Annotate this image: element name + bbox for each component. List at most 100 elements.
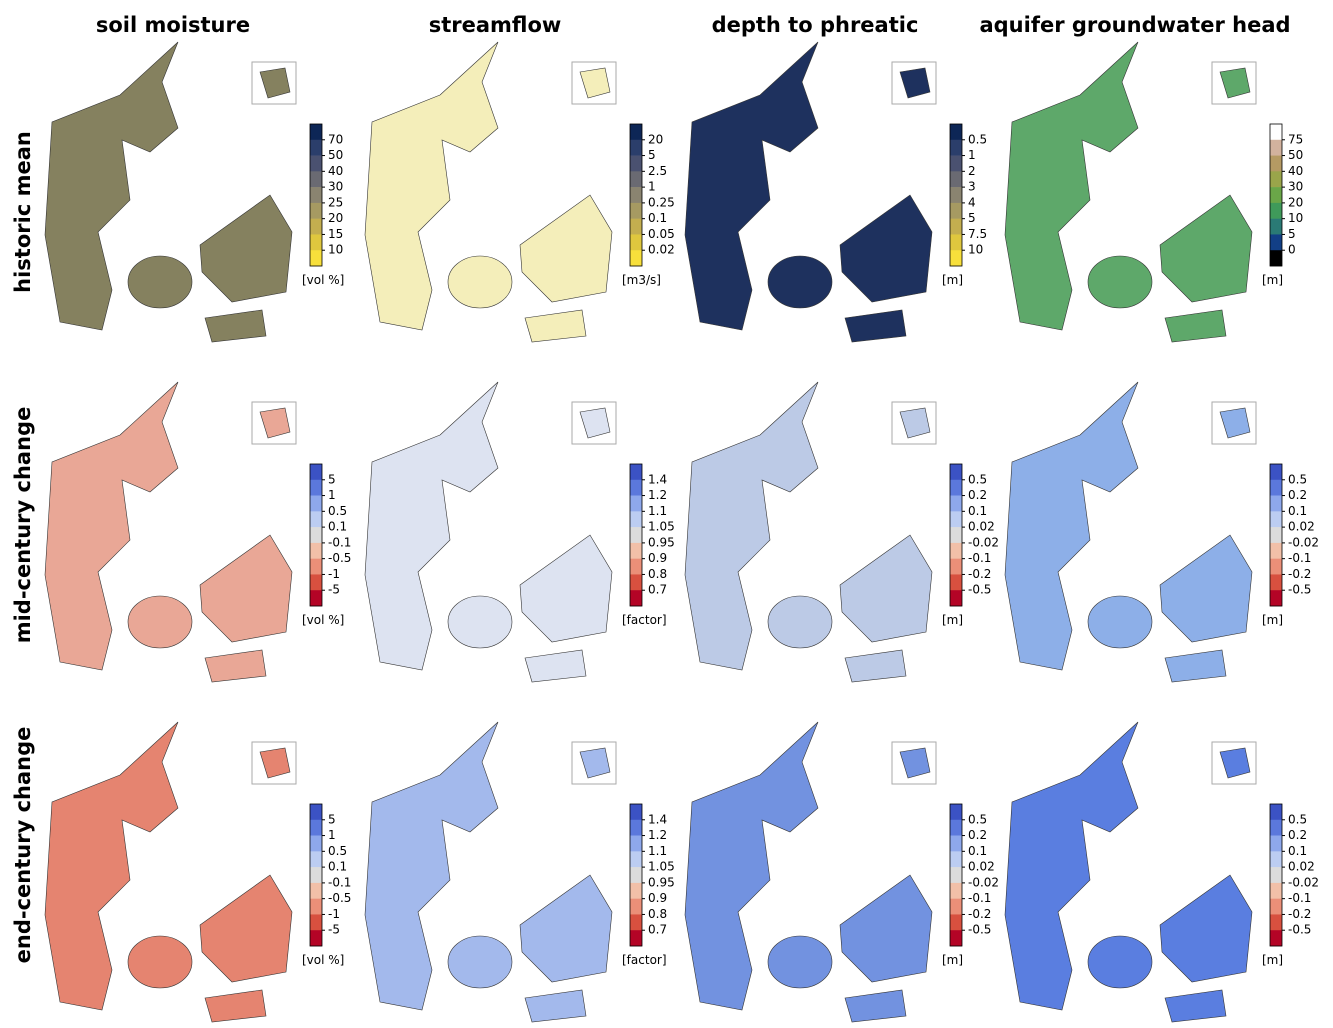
colorbar-band <box>310 914 322 931</box>
inset-box <box>1211 401 1257 445</box>
bornholm <box>899 407 931 439</box>
colorbar-tick-label: 0.1 <box>1288 844 1307 858</box>
column-title: aquifer groundwater head <box>979 13 1290 37</box>
colorbar-band <box>1270 819 1282 836</box>
funen <box>767 935 833 989</box>
colorbar-tick-label: 15 <box>328 227 343 241</box>
colorbar-band <box>630 464 642 481</box>
colorbar-tick-label: 0.02 <box>968 520 995 534</box>
colorbar-band <box>630 511 642 528</box>
colorbar-tick-label: 10 <box>328 243 343 257</box>
colorbar-band <box>1270 527 1282 544</box>
lolland <box>844 649 907 683</box>
zealand <box>199 534 293 643</box>
jutland <box>364 381 499 671</box>
inset-box <box>891 61 937 105</box>
colorbar-band <box>630 171 642 188</box>
inset-box <box>251 741 297 785</box>
colorbar-tick-label: 0.9 <box>648 551 667 565</box>
funen <box>767 255 833 309</box>
colorbar-tick-label: -0.02 <box>968 535 999 549</box>
lolland <box>1164 989 1227 1023</box>
bornholm <box>259 407 291 439</box>
bornholm <box>899 747 931 779</box>
colorbar-tick-label: 1 <box>968 148 976 162</box>
colorbar-tick-label: -0.5 <box>968 583 991 597</box>
colorbar-band <box>310 171 322 188</box>
colorbar-frame <box>949 803 963 947</box>
panel: 5 1 0.5 0.1-0.1 -0.5 -1 -5 [vol %] <box>44 721 351 1023</box>
jutland <box>1004 41 1139 331</box>
colorbar-tick-label: 5 <box>648 148 656 162</box>
colorbar-tick-label: 0.05 <box>648 227 675 241</box>
colorbar-tick-label: 1.2 <box>648 828 667 842</box>
funen <box>1087 595 1153 649</box>
colorbar-tick-label: 75 <box>1288 132 1303 146</box>
colorbar-tick-label: 0.2 <box>968 828 987 842</box>
funen <box>447 595 513 649</box>
colorbar-tick-label: 0.2 <box>1288 488 1307 502</box>
colorbar-band <box>950 495 962 512</box>
lolland <box>1164 649 1227 683</box>
colorbar-band <box>630 804 642 821</box>
colorbar-tick-label: 0.8 <box>648 567 667 581</box>
column-title: soil moisture <box>96 13 250 37</box>
jutland <box>44 41 179 331</box>
colorbar-tick-label: 1.05 <box>648 860 675 874</box>
colorbar-band <box>1270 464 1282 481</box>
zealand <box>519 534 613 643</box>
colorbar-frame <box>949 123 963 267</box>
map <box>684 381 933 683</box>
colorbar-band <box>950 479 962 496</box>
colorbar-tick-label: -0.02 <box>968 875 999 889</box>
colorbar-band <box>1270 898 1282 915</box>
bornholm <box>899 67 931 99</box>
colorbar-tick-label: -0.1 <box>328 535 351 549</box>
map <box>1004 721 1253 1023</box>
inset-box <box>251 401 297 445</box>
colorbar-band <box>1270 574 1282 591</box>
colorbar-band <box>950 202 962 219</box>
map <box>1004 381 1253 683</box>
funen <box>127 935 193 989</box>
colorbar-band <box>950 155 962 172</box>
colorbar-band <box>310 542 322 559</box>
colorbar-band <box>950 139 962 156</box>
colorbar-band <box>950 867 962 884</box>
colorbar-band <box>630 930 642 947</box>
colorbar-band <box>950 250 962 267</box>
jutland <box>684 381 819 671</box>
colorbar-band <box>310 250 322 267</box>
inset-box <box>891 741 937 785</box>
colorbar-frame <box>629 123 643 267</box>
colorbar-band <box>630 527 642 544</box>
colorbar-band <box>630 867 642 884</box>
colorbar-band <box>1270 511 1282 528</box>
map <box>44 721 293 1023</box>
colorbar-tick-label: 0.1 <box>648 211 667 225</box>
colorbar-tick-label: 7.5 <box>968 227 987 241</box>
colorbar-band <box>1270 218 1282 235</box>
colorbar-tick-label: -5 <box>328 923 340 937</box>
colorbar-tick-label: 1.2 <box>648 488 667 502</box>
zealand <box>1159 874 1253 983</box>
map <box>44 41 293 343</box>
colorbar-band <box>950 171 962 188</box>
colorbar-tick-label: -0.5 <box>968 923 991 937</box>
colorbar-band <box>310 139 322 156</box>
colorbar-band <box>310 202 322 219</box>
colorbar-unit: [m] <box>942 953 963 967</box>
colorbar-tick-label: -0.1 <box>328 875 351 889</box>
colorbar-tick-label: 25 <box>328 195 343 209</box>
colorbar-tick-label: 0.7 <box>648 583 667 597</box>
zealand <box>199 194 293 303</box>
colorbar-tick-label: -0.2 <box>1288 567 1311 581</box>
funen <box>447 935 513 989</box>
funen <box>447 255 513 309</box>
row-title: mid-century change <box>11 407 35 644</box>
bornholm <box>579 67 611 99</box>
colorbar-band <box>1270 804 1282 821</box>
colorbar-tick-label: 0.02 <box>1288 520 1315 534</box>
